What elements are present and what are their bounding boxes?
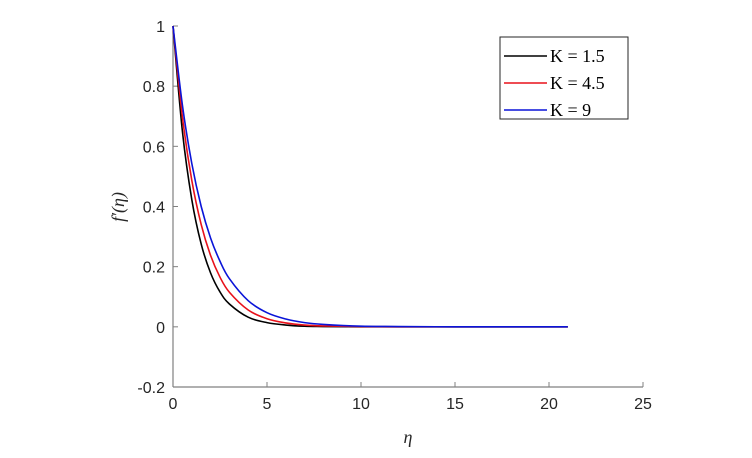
y-tick-label: 0.6 bbox=[143, 139, 165, 156]
y-tick-label: 0 bbox=[156, 320, 165, 337]
y-tick-label: 0.8 bbox=[143, 79, 165, 96]
y-tick-label: 0.4 bbox=[143, 200, 165, 217]
axes: 0 5 10 15 20 25-0.200.20.40.60.81 bbox=[137, 19, 652, 413]
y-tick-label: -0.2 bbox=[137, 380, 165, 397]
x-tick-label: 20 bbox=[540, 396, 558, 413]
y-tick-label: 0.2 bbox=[143, 260, 165, 277]
x-tick-label: 0 bbox=[169, 396, 178, 413]
x-tick-label: 10 bbox=[352, 396, 370, 413]
x-tick-label: 15 bbox=[446, 396, 464, 413]
legend: K = 1.5 K = 4.5 K = 9 bbox=[499, 36, 629, 120]
y-axis-label: f′(η) bbox=[108, 192, 129, 222]
series-lines bbox=[172, 25, 568, 328]
legend-entry: K = 9 bbox=[550, 100, 591, 120]
legend-entry: K = 4.5 bbox=[550, 73, 605, 93]
legend-box bbox=[499, 36, 629, 120]
y-tick-label: 1 bbox=[156, 19, 165, 36]
x-tick-label: 5 bbox=[263, 396, 272, 413]
x-axis-label: η bbox=[404, 427, 413, 447]
legend-entry: K = 1.5 bbox=[550, 46, 605, 66]
x-tick-label: 25 bbox=[634, 396, 652, 413]
series-line-2 bbox=[172, 25, 568, 328]
